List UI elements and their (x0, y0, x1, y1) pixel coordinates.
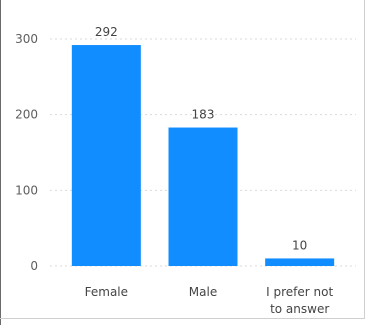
y-tick-label-0: 0 (30, 259, 38, 273)
data-label-1: 292 (95, 25, 118, 39)
frame-left-border (0, 0, 1, 325)
category-label-3-line-1: I prefer not (266, 285, 333, 299)
bar-1[interactable] (71, 45, 141, 267)
y-axis-ticks: 0 100 200 300 (15, 32, 38, 273)
bars (71, 45, 335, 267)
category-label-1: Female (85, 285, 128, 299)
bar-3[interactable] (265, 258, 335, 266)
category-labels: Female Male I prefer not to answer (85, 285, 334, 316)
frame-bottom-border (0, 318, 365, 319)
category-label-3-line-2: to answer (270, 302, 329, 316)
data-labels: 292 183 10 (95, 25, 307, 252)
category-label-2: Male (189, 285, 217, 299)
frame-right-border (364, 0, 365, 319)
bar-2[interactable] (168, 127, 238, 266)
data-label-3: 10 (292, 238, 307, 252)
y-tick-label-100: 100 (15, 183, 38, 197)
data-label-2: 183 (192, 108, 215, 122)
y-tick-label-300: 300 (15, 32, 38, 46)
y-tick-label-200: 200 (15, 108, 38, 122)
